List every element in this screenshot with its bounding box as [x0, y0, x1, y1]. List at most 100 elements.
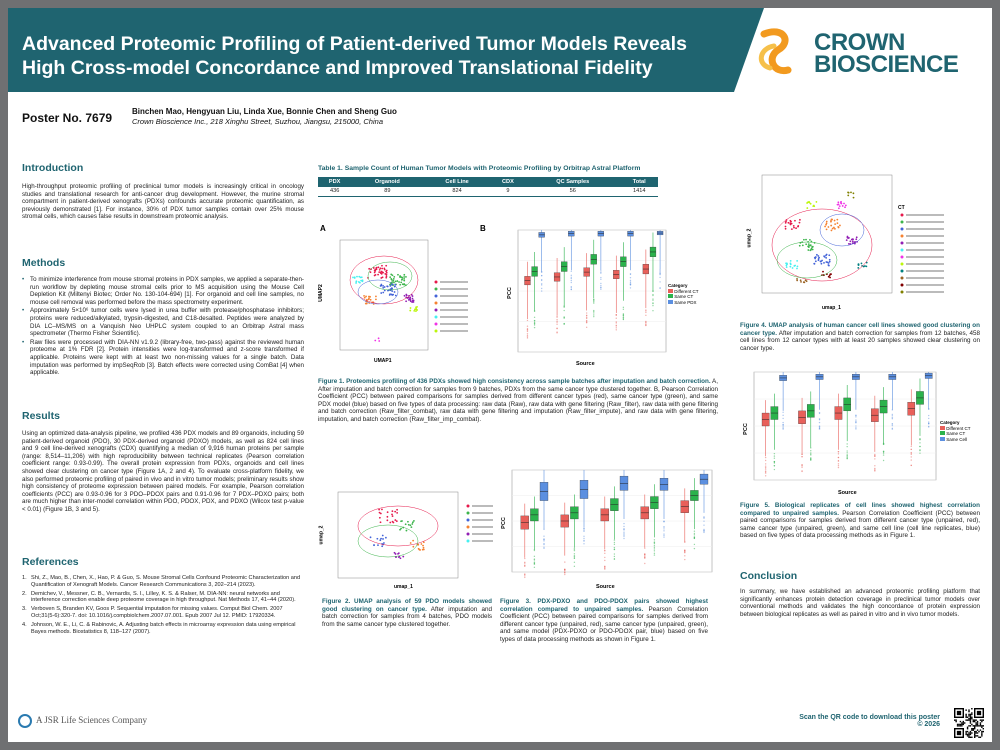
outlier-point [615, 314, 617, 316]
legend-marker [434, 287, 438, 291]
methods-list: To minimize interference from mouse stro… [22, 276, 304, 378]
title-line-2: High Cross-model Concordance and Improve… [22, 57, 653, 79]
outlier-point [622, 317, 625, 319]
scatter-point [411, 523, 414, 525]
scatter-point [847, 194, 850, 197]
scatter-point [393, 281, 395, 284]
outlier-point [652, 299, 654, 301]
outlier-point [703, 517, 705, 519]
scatter-point [390, 278, 393, 281]
legend-item: Same Cell [940, 436, 970, 443]
outlier-point [600, 276, 602, 279]
scatter-point [392, 279, 395, 282]
scatter-point [385, 271, 388, 274]
outlier-point [570, 274, 572, 277]
outlier-point [526, 336, 529, 338]
outlier-point [846, 456, 848, 458]
scatter-point [391, 513, 393, 516]
figure1a-label: A [320, 224, 326, 233]
list-item: 4. Johnson, W. E., Li, C. & Rabinovic, A.… [22, 622, 304, 636]
outlier-point [583, 537, 585, 540]
qr-module [955, 720, 957, 723]
outlier-point [583, 528, 585, 530]
qr-module [975, 735, 977, 737]
scatter-point [837, 225, 840, 228]
qr-module [981, 733, 983, 736]
scatter-point [825, 228, 828, 231]
outlier-point [613, 548, 616, 550]
list-item: 3. Verboven S, Branden KV, Goos P. Sequen… [22, 606, 304, 620]
scatter-point [391, 283, 393, 286]
outlier-point [764, 456, 767, 459]
qr-module [974, 728, 976, 730]
scatter-point [825, 254, 827, 257]
outlier-point [910, 453, 912, 456]
scatter-point [827, 226, 830, 228]
outlier-point [764, 471, 767, 473]
scatter-point [403, 283, 406, 285]
outlier-point [645, 309, 647, 311]
scatter-point [378, 508, 380, 511]
outlier-point [782, 411, 784, 413]
qr-code-icon[interactable] [954, 708, 984, 738]
table-cell: 1414 [620, 187, 658, 197]
outlier-point [928, 417, 930, 420]
scatter-point [822, 270, 824, 273]
outlier-point [540, 290, 543, 292]
outlier-point [600, 270, 602, 272]
qr-module [961, 722, 963, 724]
scatter-point [391, 510, 394, 513]
outlier-point [623, 529, 625, 531]
scatter-point [838, 205, 841, 208]
outlier-point [570, 281, 572, 284]
scatter-point [394, 294, 397, 297]
outlier-point [526, 328, 529, 331]
qr-module [965, 713, 967, 716]
legend-text-line [440, 281, 478, 283]
scatter-point [419, 549, 421, 551]
outlier-point [782, 421, 784, 424]
outlier-point [782, 417, 784, 420]
qr-module [965, 719, 967, 721]
qr-module [981, 725, 983, 727]
scatter-point [384, 272, 387, 275]
scatter-point [377, 544, 379, 547]
qr-module [979, 723, 982, 726]
scatter-point [392, 521, 395, 524]
qr-module [965, 732, 967, 734]
outlier-point [583, 543, 585, 545]
figure5-legend: Category Different CT Same CT Same Cell [940, 420, 970, 442]
scatter-point [365, 295, 367, 298]
outlier-point [593, 298, 595, 301]
outlier-point [524, 575, 526, 577]
outlier-point [874, 469, 876, 472]
qr-finder-core [956, 710, 962, 716]
qr-module [968, 709, 970, 711]
outlier-point [570, 270, 572, 272]
outlier-point [652, 302, 654, 305]
scatter-point [404, 523, 407, 526]
outlier-point [693, 537, 696, 539]
scatter-point [374, 274, 377, 276]
legend-marker [466, 532, 470, 536]
outlier-point [533, 324, 536, 326]
scatter-point [409, 309, 412, 312]
reference-number: 4. [22, 621, 27, 628]
legend-item: Same CT [940, 431, 970, 437]
outlier-point [703, 524, 705, 526]
poster-header: Advanced Proteomic Profiling of Patient-… [8, 8, 992, 92]
scatter-point [823, 255, 826, 258]
qr-module [971, 736, 973, 738]
conclusion-heading: Conclusion [740, 570, 798, 582]
scatter-point [378, 269, 381, 271]
scatter-point [393, 291, 396, 293]
table-cell: 56 [525, 187, 621, 197]
scatter-point [382, 286, 385, 289]
scatter-point [394, 280, 397, 283]
scatter-point [799, 279, 802, 282]
scatter-point [379, 512, 382, 515]
legend-text-line [472, 519, 510, 521]
figure3-boxplot [511, 469, 713, 579]
scatter-point [831, 227, 834, 230]
scatter-point [389, 288, 392, 291]
